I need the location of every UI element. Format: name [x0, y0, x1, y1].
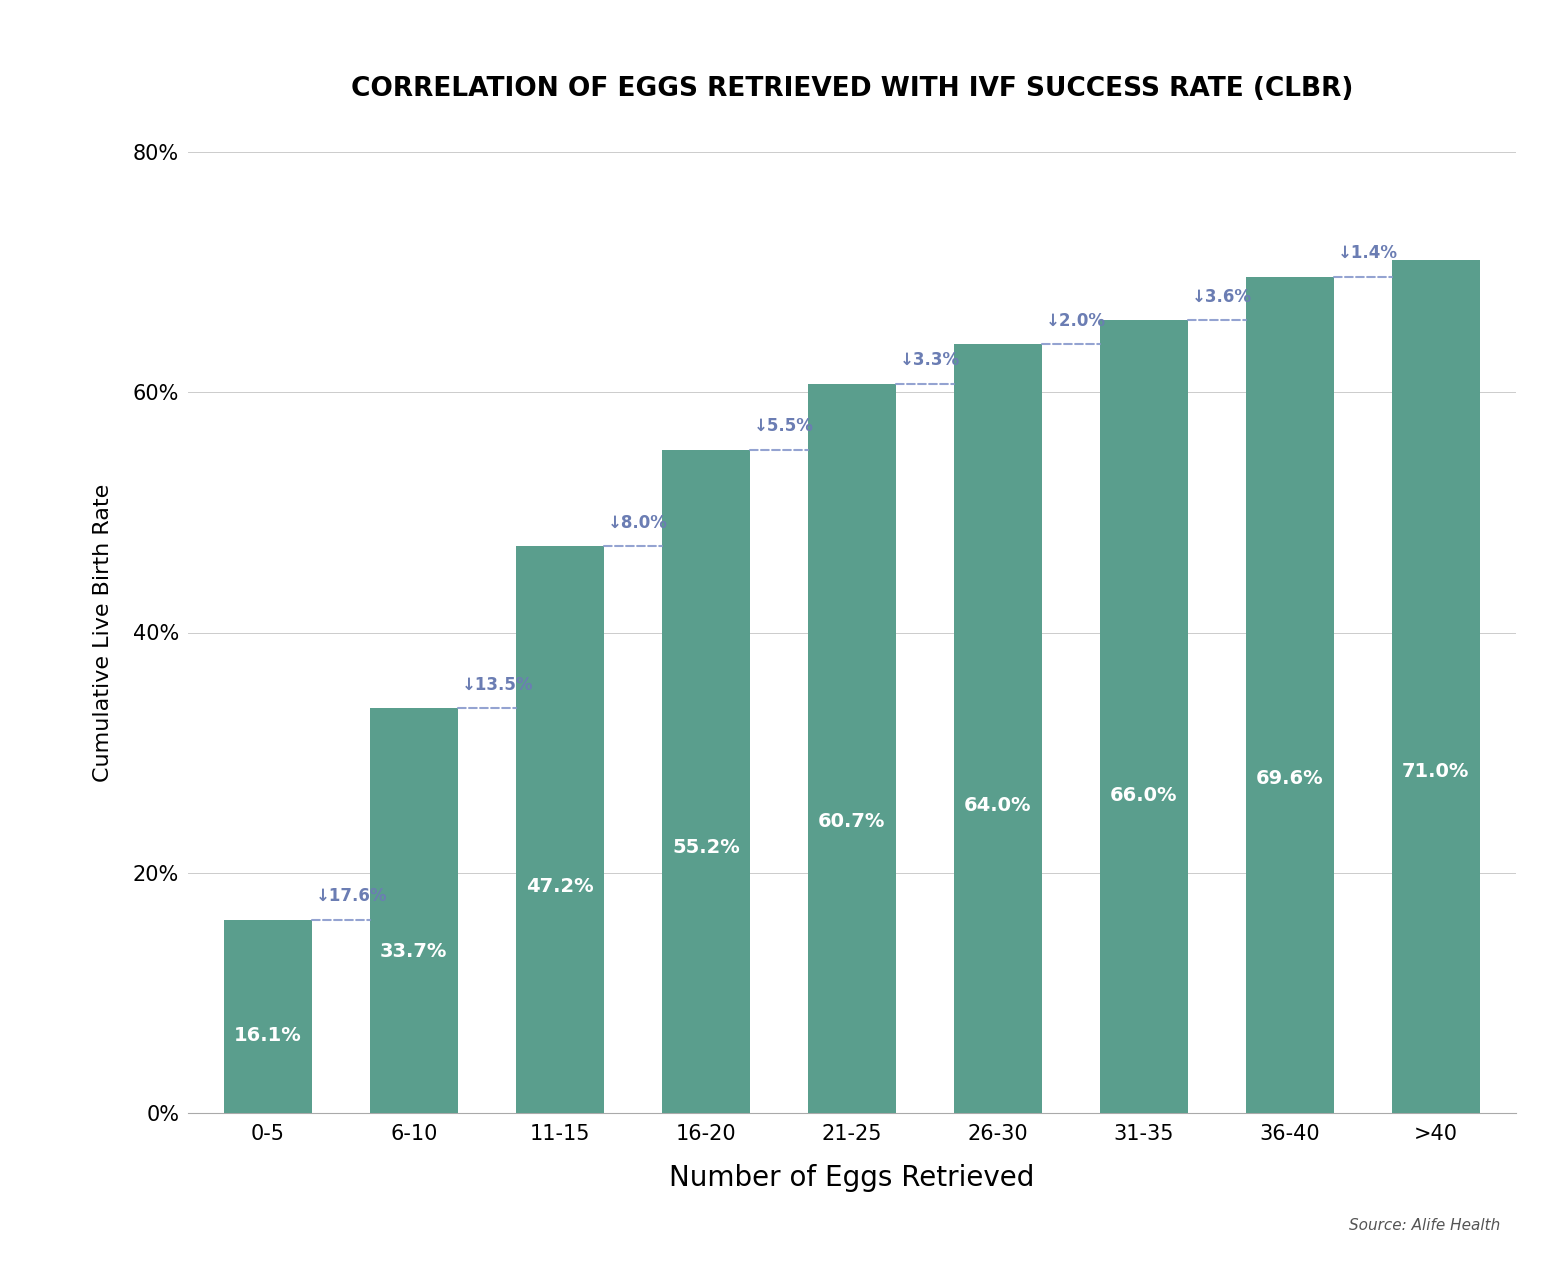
Text: 55.2%: 55.2%: [672, 839, 739, 858]
Bar: [663, 450, 750, 1113]
Bar: [1393, 259, 1480, 1113]
Title: CORRELATION OF EGGS RETRIEVED WITH IVF SUCCESS RATE (CLBR): CORRELATION OF EGGS RETRIEVED WITH IVF S…: [350, 76, 1354, 102]
Text: 33.7%: 33.7%: [380, 941, 447, 960]
Y-axis label: Cumulative Live Birth Rate: Cumulative Live Birth Rate: [94, 483, 114, 782]
Bar: [1100, 320, 1188, 1113]
Bar: [224, 920, 311, 1113]
X-axis label: Number of Eggs Retrieved: Number of Eggs Retrieved: [669, 1164, 1035, 1192]
Text: Source: Alife Health: Source: Alife Health: [1349, 1218, 1500, 1233]
Text: 64.0%: 64.0%: [964, 796, 1032, 815]
Text: ↓2.0%: ↓2.0%: [1046, 311, 1107, 330]
Text: ↓3.6%: ↓3.6%: [1193, 287, 1252, 306]
Text: 47.2%: 47.2%: [527, 877, 594, 896]
Bar: [516, 546, 603, 1113]
Text: ↓3.3%: ↓3.3%: [900, 352, 960, 369]
Text: ↓1.4%: ↓1.4%: [1338, 244, 1397, 262]
Text: 16.1%: 16.1%: [234, 1026, 302, 1045]
Bar: [1246, 277, 1333, 1113]
Text: 69.6%: 69.6%: [1257, 769, 1324, 788]
Text: ↓17.6%: ↓17.6%: [316, 887, 388, 906]
Text: ↓5.5%: ↓5.5%: [753, 417, 814, 435]
Bar: [953, 344, 1041, 1113]
Text: 60.7%: 60.7%: [817, 812, 886, 831]
Text: ↓13.5%: ↓13.5%: [463, 676, 533, 693]
Text: ↓8.0%: ↓8.0%: [608, 514, 667, 531]
Text: 71.0%: 71.0%: [1402, 763, 1469, 782]
Bar: [370, 708, 458, 1113]
Text: 66.0%: 66.0%: [1110, 787, 1177, 806]
Bar: [808, 383, 896, 1113]
